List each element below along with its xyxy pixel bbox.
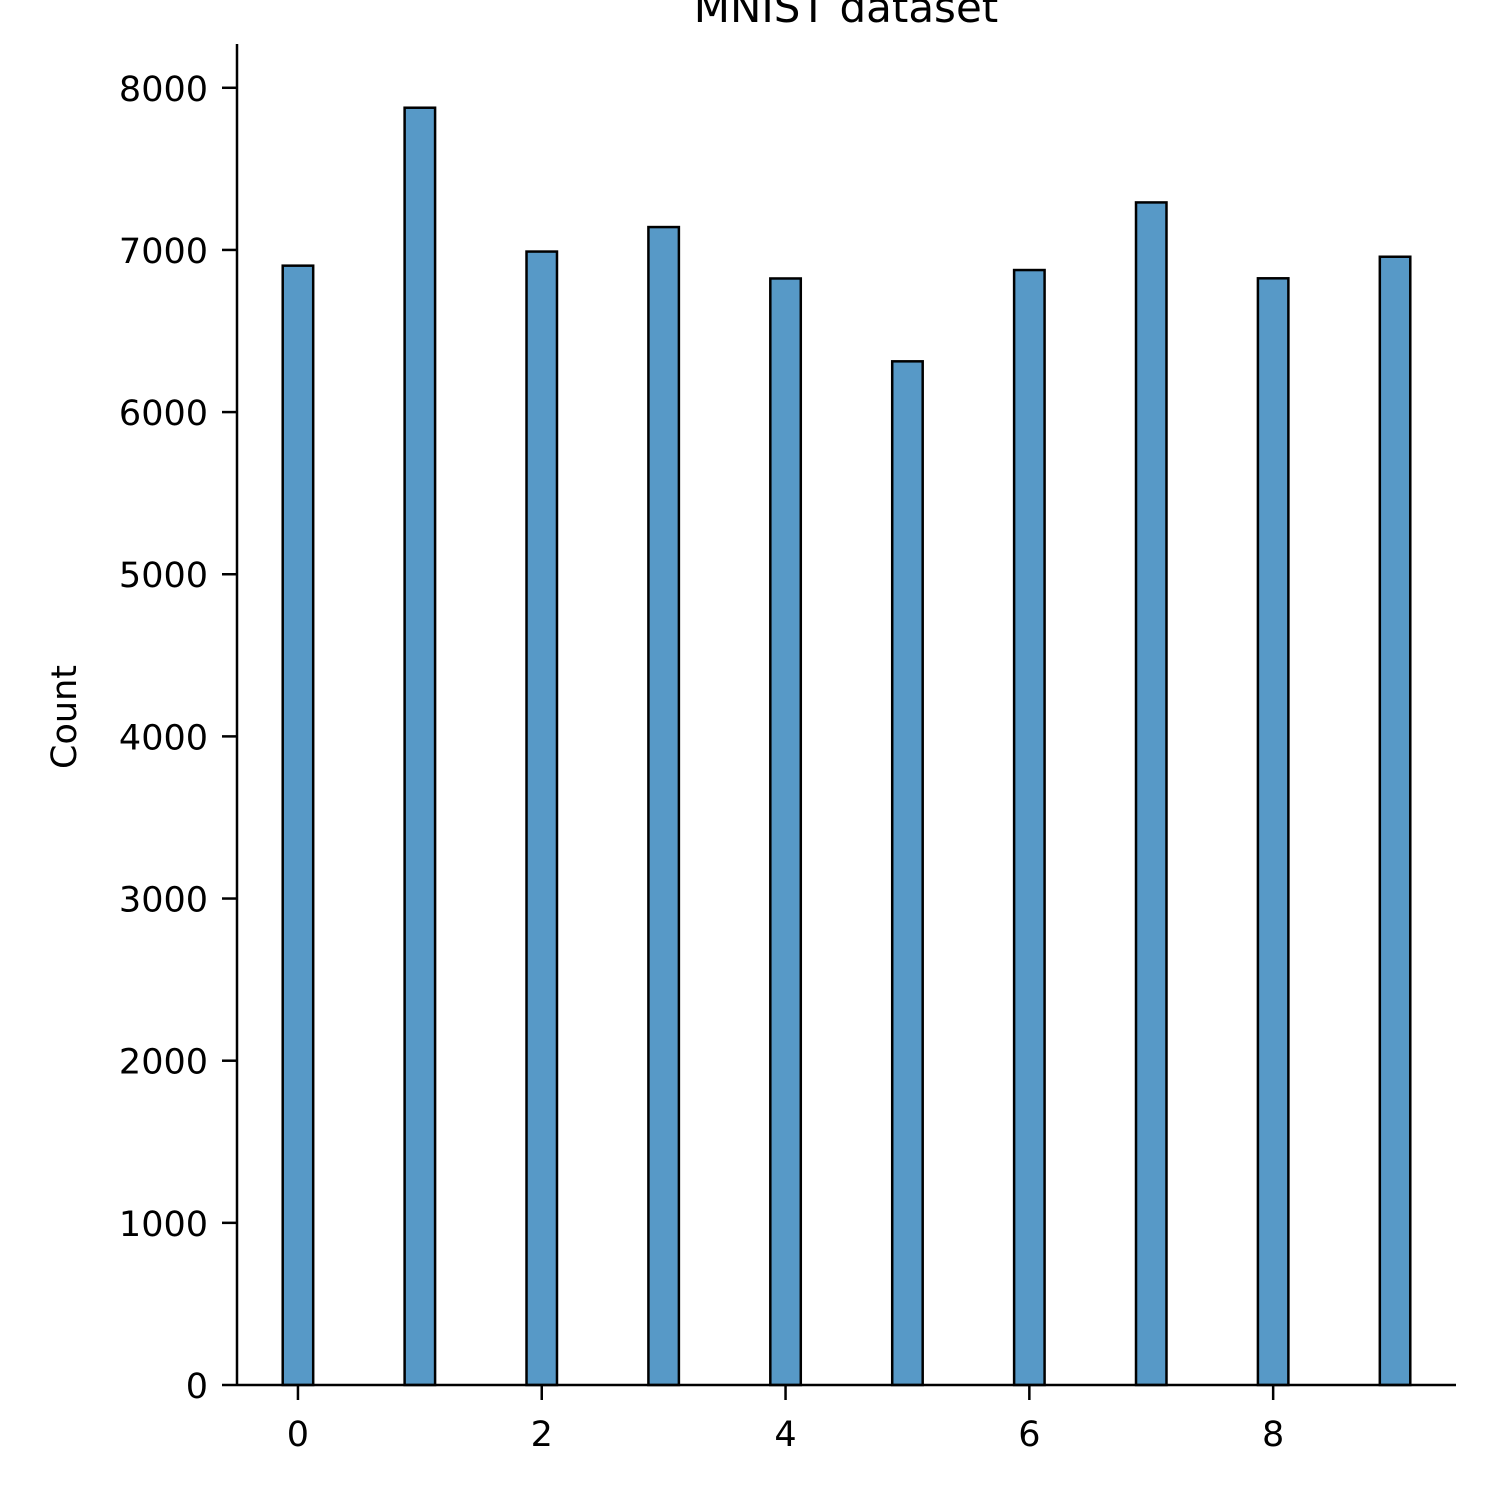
axes-group [235, 44, 1456, 1387]
x-tick-label: 0 [287, 1415, 309, 1455]
y-tick-label: 4000 [119, 718, 208, 758]
bar-digit-8 [1256, 277, 1290, 1387]
y-tick-label: 0 [186, 1367, 208, 1407]
bar-digit-1 [403, 106, 437, 1387]
bar-digit-0 [281, 264, 315, 1387]
bar-digit-3 [647, 225, 681, 1387]
x-tick-label: 4 [774, 1415, 796, 1455]
y-tick-label: 6000 [119, 394, 208, 434]
bar-digit-4 [769, 277, 803, 1387]
bar-digit-9 [1378, 255, 1412, 1387]
y-tick-label: 8000 [119, 70, 208, 110]
x-tick-label: 8 [1262, 1415, 1284, 1455]
bar-digit-5 [890, 360, 924, 1387]
x-tick-label: 6 [1018, 1415, 1040, 1455]
y-axis-label: Count [45, 665, 85, 769]
y-tick-label: 5000 [119, 556, 208, 596]
bars-group [281, 106, 1412, 1387]
y-tick-label: 1000 [119, 1205, 208, 1245]
chart-title: MNIST dataset [694, 0, 999, 32]
x-tick-label: 2 [531, 1415, 553, 1455]
x-ticks-group: 0 2 4 6 8 [287, 1385, 1284, 1455]
bar-digit-6 [1012, 268, 1046, 1387]
y-tick-label: 2000 [119, 1043, 208, 1083]
bar-digit-7 [1134, 201, 1168, 1387]
y-ticks-group: 0 1000 2000 3000 4000 5000 6000 7000 8000 [119, 70, 237, 1407]
y-tick-label: 7000 [119, 232, 208, 272]
bar-digit-2 [525, 250, 559, 1387]
y-tick-label: 3000 [119, 881, 208, 921]
